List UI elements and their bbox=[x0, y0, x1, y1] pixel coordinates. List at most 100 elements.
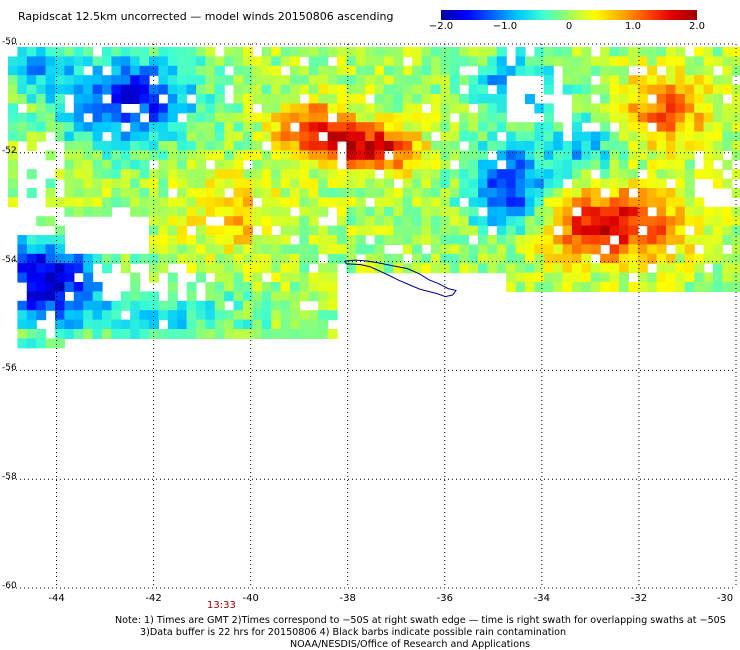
wind-difference-cell bbox=[647, 178, 658, 189]
wind-difference-cell bbox=[92, 319, 103, 330]
wind-difference-cell bbox=[694, 272, 705, 283]
wind-difference-cell bbox=[186, 65, 197, 76]
wind-difference-cell bbox=[280, 122, 291, 133]
wind-difference-cell bbox=[609, 65, 620, 76]
wind-difference-cell bbox=[64, 188, 75, 198]
wind-difference-cell bbox=[600, 131, 611, 142]
wind-difference-cell bbox=[412, 56, 423, 67]
wind-difference-cell bbox=[393, 197, 404, 208]
wind-difference-cell bbox=[111, 103, 122, 114]
wind-difference-cell bbox=[675, 216, 686, 227]
wind-difference-cell bbox=[186, 150, 197, 161]
wind-difference-cell bbox=[177, 169, 188, 180]
wind-difference-cell bbox=[224, 150, 235, 161]
wind-difference-cell bbox=[675, 244, 686, 255]
wind-difference-cell bbox=[393, 159, 404, 170]
wind-difference-cell bbox=[412, 112, 423, 123]
wind-difference-cell bbox=[214, 206, 225, 217]
wind-difference-cell bbox=[102, 103, 112, 114]
wind-difference-cell bbox=[186, 329, 197, 339]
wind-difference-cell bbox=[628, 178, 639, 189]
wind-difference-cell bbox=[449, 244, 460, 255]
wind-difference-cell bbox=[261, 103, 272, 114]
wind-difference-cell bbox=[675, 56, 686, 67]
wind-difference-cell bbox=[468, 84, 479, 95]
wind-difference-cell bbox=[186, 141, 197, 151]
wind-difference-cell bbox=[64, 75, 75, 86]
wind-difference-cell bbox=[619, 282, 629, 292]
wind-difference-cell bbox=[468, 225, 479, 236]
colorbar-tick-label: 1.0 bbox=[625, 21, 641, 32]
wind-difference-cell bbox=[496, 56, 507, 67]
wind-difference-cell bbox=[111, 122, 122, 133]
wind-difference-cell bbox=[619, 178, 629, 189]
wind-difference-cell bbox=[271, 291, 282, 302]
wind-difference-cell bbox=[290, 178, 300, 189]
wind-difference-cell bbox=[684, 263, 695, 274]
wind-difference-cell bbox=[290, 65, 300, 76]
wind-difference-cell bbox=[36, 216, 47, 227]
wind-difference-cell bbox=[271, 141, 282, 151]
wind-difference-cell bbox=[581, 75, 592, 86]
wind-difference-cell bbox=[36, 112, 47, 123]
wind-difference-cell bbox=[318, 75, 329, 86]
wind-difference-cell bbox=[120, 141, 131, 151]
wind-difference-cell bbox=[290, 282, 300, 292]
wind-difference-cell bbox=[308, 319, 319, 330]
wind-difference-cell bbox=[487, 75, 498, 86]
wind-difference-cell bbox=[214, 159, 225, 170]
wind-difference-cell bbox=[562, 206, 573, 217]
wind-difference-cell bbox=[421, 131, 432, 142]
wind-difference-cell bbox=[17, 131, 28, 142]
wind-difference-cell bbox=[149, 206, 159, 217]
wind-difference-cell bbox=[299, 122, 310, 133]
wind-difference-cell bbox=[478, 197, 488, 208]
wind-difference-cell bbox=[713, 263, 723, 274]
wind-difference-cell bbox=[26, 75, 37, 86]
note-line-2: 3)Data buffer is 22 hrs for 20150806 4) … bbox=[140, 627, 567, 638]
wind-difference-cell bbox=[158, 122, 169, 133]
wind-difference-cell bbox=[553, 235, 564, 245]
wind-difference-cell bbox=[167, 65, 178, 76]
wind-difference-cell bbox=[102, 178, 112, 189]
wind-difference-cell bbox=[83, 131, 94, 142]
wind-difference-cell bbox=[713, 216, 723, 227]
wind-difference-cell bbox=[553, 159, 564, 170]
wind-difference-cell bbox=[299, 178, 310, 189]
wind-difference-cell bbox=[8, 103, 18, 114]
wind-difference-cell bbox=[637, 216, 648, 227]
wind-difference-cell bbox=[224, 244, 235, 255]
wind-difference-cell bbox=[92, 282, 103, 292]
wind-difference-cell bbox=[55, 112, 65, 123]
wind-difference-cell bbox=[374, 253, 385, 264]
wind-difference-cell bbox=[280, 310, 291, 321]
wind-difference-cell bbox=[534, 253, 545, 264]
wind-difference-cell bbox=[92, 65, 103, 76]
wind-difference-cell bbox=[177, 329, 188, 339]
wind-difference-cell bbox=[506, 263, 517, 274]
wind-difference-cell bbox=[111, 197, 122, 208]
wind-difference-cell bbox=[731, 141, 740, 151]
wind-difference-cell bbox=[731, 253, 740, 264]
wind-difference-cell bbox=[496, 112, 507, 123]
wind-difference-cell bbox=[684, 206, 695, 217]
wind-difference-cell bbox=[534, 141, 545, 151]
wind-difference-cell bbox=[139, 131, 150, 142]
wind-difference-cell bbox=[628, 131, 639, 142]
wind-difference-cell bbox=[694, 47, 705, 57]
wind-difference-cell bbox=[271, 300, 282, 311]
wind-difference-cell bbox=[431, 159, 441, 170]
wind-difference-cell bbox=[374, 244, 385, 255]
wind-difference-cell bbox=[111, 178, 122, 189]
wind-difference-cell bbox=[261, 225, 272, 236]
wind-difference-cell bbox=[600, 122, 611, 133]
wind-difference-cell bbox=[374, 150, 385, 161]
wind-difference-cell bbox=[337, 56, 347, 67]
wind-difference-cell bbox=[177, 310, 188, 321]
wind-difference-cell bbox=[139, 84, 150, 95]
wind-difference-cell bbox=[252, 310, 263, 321]
wind-difference-cell bbox=[233, 291, 244, 302]
wind-difference-cell bbox=[196, 225, 206, 236]
wind-difference-cell bbox=[280, 272, 291, 283]
